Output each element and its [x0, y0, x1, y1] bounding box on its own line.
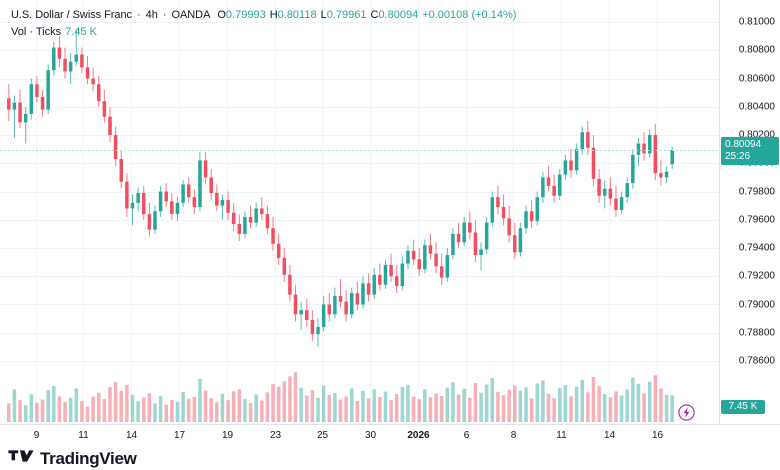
tradingview-logo[interactable]: TradingView — [8, 449, 137, 468]
vertical-gridlines — [36, 0, 658, 424]
time-scale-tick: 23 — [269, 430, 282, 441]
price-scale-tick: 0.80400 — [738, 101, 775, 113]
price-scale-tick: 0.79000 — [738, 299, 775, 310]
volume-value-badge[interactable]: 7.45 K — [721, 400, 765, 414]
time-scale-tick: 14 — [603, 430, 616, 441]
time-scale-tick: 9 — [33, 430, 40, 441]
current-price-badge[interactable]: 0.80094 25:26 — [721, 137, 779, 165]
price-scale-tick: 0.79200 — [738, 270, 775, 282]
chart-plot-area[interactable] — [0, 0, 719, 424]
current-price-value: 0.80094 — [725, 139, 762, 150]
time-scale-tick: 17 — [173, 430, 186, 441]
time-scale-tick: 14 — [125, 430, 138, 441]
time-scale-tick: 8 — [510, 430, 517, 441]
price-scale-tick: 0.81000 — [738, 16, 775, 28]
price-scale-tick: 0.79400 — [738, 242, 775, 254]
price-scale[interactable]: 0.81000 0.80800 0.80600 0.80400 0.802000.800… — [719, 0, 780, 424]
candlesticks — [7, 29, 674, 347]
time-scale-tick: 6 — [463, 430, 470, 441]
time-scale-tick: 25 — [316, 430, 329, 441]
time-scale-tick: 30 — [364, 430, 377, 441]
time-scale-tick: 16 — [651, 430, 664, 441]
price-scale-tick: 0.79800 — [738, 186, 775, 197]
price-scale-tick: 0.80800 — [738, 44, 775, 56]
price-scale-tick: 0.80200 — [738, 129, 775, 141]
price-scale-tick: 0.79600 — [738, 214, 775, 226]
chart-canvas[interactable] — [0, 0, 719, 424]
time-scale-tick: 11 — [556, 430, 567, 441]
bar-countdown-value: 25:26 — [725, 151, 751, 162]
tradingview-wordmark: TradingView — [40, 449, 137, 468]
lightning-bolt-icon[interactable] — [678, 404, 695, 421]
chart-footer: TradingView — [0, 446, 780, 470]
tradingview-logo-icon — [8, 449, 34, 468]
time-scale-tick: 19 — [221, 430, 234, 441]
time-scale-tick: 2026 — [407, 430, 430, 441]
price-scale-tick: 0.78800 — [738, 327, 775, 339]
price-scale-tick: 0.78600 — [738, 355, 775, 367]
time-scale-tick: 11 — [78, 430, 89, 441]
time-scale[interactable]: 9 11 14 17 19 23 25 30 2026 6 8 11 14 16 — [0, 424, 780, 446]
price-scale-tick: 0.80600 — [738, 73, 775, 85]
volume-bars — [7, 372, 674, 422]
